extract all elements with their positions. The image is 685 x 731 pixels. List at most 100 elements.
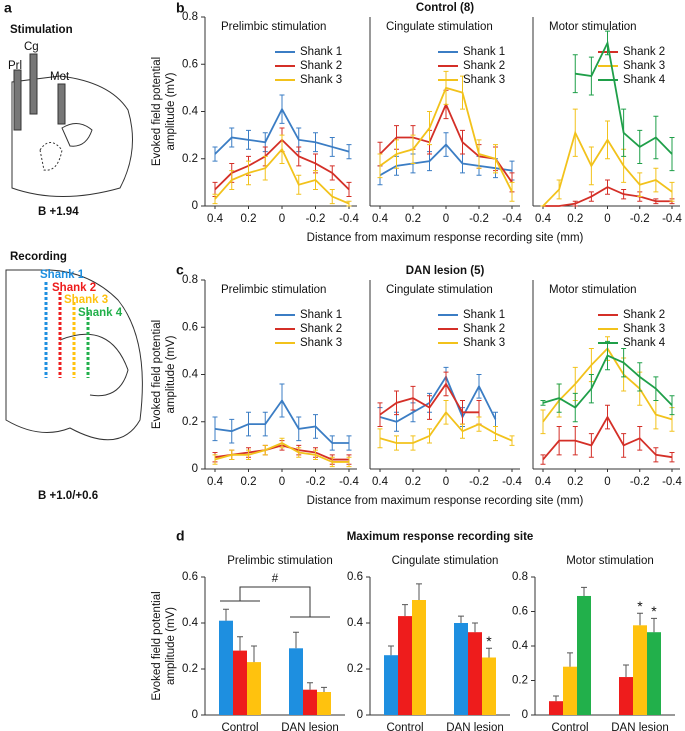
error-bar bbox=[377, 153, 383, 179]
error-bar bbox=[588, 191, 594, 202]
shank-label: Shank 1 bbox=[40, 269, 85, 281]
y-axis-label: amplitude (mV) bbox=[165, 335, 177, 413]
x-tick-label: DAN lesion bbox=[281, 722, 339, 731]
x-tick-label: DAN lesion bbox=[611, 722, 669, 731]
x-tick-label: -0.2 bbox=[630, 213, 650, 225]
error-bar bbox=[572, 425, 578, 456]
error-bar bbox=[262, 411, 268, 437]
error-bar bbox=[346, 456, 352, 468]
error-bar bbox=[486, 647, 492, 658]
y-tick-label: 0.8 bbox=[182, 11, 198, 23]
x-tick-label: -0.2 bbox=[469, 213, 489, 225]
y-tick-label: 0 bbox=[522, 709, 528, 721]
y-tick-label: 0.6 bbox=[182, 58, 198, 70]
panel-title: Cingulate stimulation bbox=[386, 284, 493, 296]
x-tick-label: -0.4 bbox=[339, 213, 359, 225]
error-bar bbox=[402, 604, 408, 617]
x-tick-label: -0.4 bbox=[662, 476, 682, 488]
error-bar bbox=[329, 435, 335, 451]
panel-label: d bbox=[176, 528, 185, 544]
error-bar bbox=[427, 395, 432, 420]
error-bar bbox=[476, 374, 482, 399]
error-bar bbox=[307, 682, 313, 690]
error-bar bbox=[246, 160, 251, 186]
panel-title: Cingulate stimulation bbox=[386, 21, 493, 33]
error-bar bbox=[321, 686, 327, 692]
error-bar bbox=[476, 416, 482, 432]
y-tick-label: 0.6 bbox=[182, 571, 198, 583]
error-bar bbox=[588, 146, 594, 186]
legend-label: Shank 2 bbox=[300, 323, 342, 335]
error-bar bbox=[229, 127, 235, 148]
error-bar bbox=[637, 129, 643, 164]
error-bar bbox=[621, 348, 627, 378]
bar bbox=[549, 701, 563, 715]
legend-label: Shank 3 bbox=[463, 74, 505, 86]
x-tick-label: -0.2 bbox=[306, 476, 326, 488]
error-bar bbox=[605, 340, 610, 371]
x-tick-label: 0.2 bbox=[241, 476, 257, 488]
bar bbox=[482, 657, 496, 715]
significance-star: * bbox=[486, 633, 492, 649]
error-bar bbox=[653, 198, 659, 205]
error-bar bbox=[458, 615, 464, 623]
error-bar bbox=[346, 181, 352, 198]
error-bar bbox=[223, 608, 229, 621]
error-bar bbox=[296, 416, 302, 442]
x-axis-label: Distance from maximum response recording… bbox=[307, 495, 584, 507]
x-tick-label: -0.4 bbox=[662, 213, 682, 225]
legend-label: Shank 2 bbox=[300, 60, 342, 72]
x-tick-label: 0.4 bbox=[372, 213, 389, 225]
electrode bbox=[29, 53, 38, 115]
significance-star: * bbox=[651, 603, 657, 619]
x-tick-label: 0.2 bbox=[567, 213, 583, 225]
x-tick-label: 0.4 bbox=[372, 476, 389, 488]
y-tick-label: 0.8 bbox=[182, 274, 198, 286]
x-tick-label: -0.2 bbox=[469, 476, 489, 488]
error-bar bbox=[637, 612, 643, 626]
x-tick-label: -0.4 bbox=[339, 476, 359, 488]
error-bar bbox=[460, 75, 465, 110]
x-tick-label: -0.4 bbox=[502, 213, 522, 225]
error-bar bbox=[394, 435, 399, 451]
legend-label: Shank 3 bbox=[623, 323, 665, 335]
x-tick-label: Control bbox=[551, 722, 588, 731]
error-bar bbox=[588, 374, 594, 404]
error-bar bbox=[572, 392, 578, 423]
error-bar bbox=[588, 56, 594, 96]
error-bar bbox=[388, 645, 394, 656]
error-bar bbox=[460, 129, 465, 155]
y-tick-label: 0 bbox=[192, 200, 198, 212]
comparison-bracket bbox=[220, 586, 330, 618]
y-tick-label: 0.4 bbox=[182, 369, 199, 381]
error-bar bbox=[493, 425, 498, 442]
error-bar bbox=[416, 583, 422, 600]
brain-outline bbox=[5, 269, 143, 441]
error-bar bbox=[313, 132, 318, 153]
error-bar bbox=[262, 444, 268, 456]
legend-label: Shank 3 bbox=[623, 60, 665, 72]
panel-title: Cingulate stimulation bbox=[392, 555, 499, 567]
legend-label: Shank 1 bbox=[463, 46, 505, 58]
panel-label: b bbox=[176, 0, 185, 16]
error-bar bbox=[293, 631, 299, 649]
error-bar bbox=[251, 645, 257, 663]
error-bar bbox=[443, 371, 449, 397]
x-tick-label: Control bbox=[386, 722, 423, 731]
x-tick-label: -0.2 bbox=[306, 213, 326, 225]
error-bar bbox=[346, 144, 352, 160]
electrode-label: Mot bbox=[50, 71, 70, 83]
shank-label: Shank 3 bbox=[64, 294, 108, 306]
error-bar bbox=[669, 181, 675, 202]
error-bar bbox=[279, 437, 285, 449]
error-bar bbox=[493, 144, 498, 174]
error-bar bbox=[540, 399, 546, 406]
y-axis-label: Evoked field potential bbox=[151, 591, 163, 700]
y-tick-label: 0.2 bbox=[182, 153, 198, 165]
error-bar bbox=[669, 136, 675, 172]
error-bar bbox=[279, 94, 285, 124]
bar bbox=[647, 632, 661, 715]
error-bar bbox=[553, 695, 559, 702]
error-bar bbox=[572, 108, 578, 157]
panel-title: Motor stimulation bbox=[549, 21, 637, 33]
